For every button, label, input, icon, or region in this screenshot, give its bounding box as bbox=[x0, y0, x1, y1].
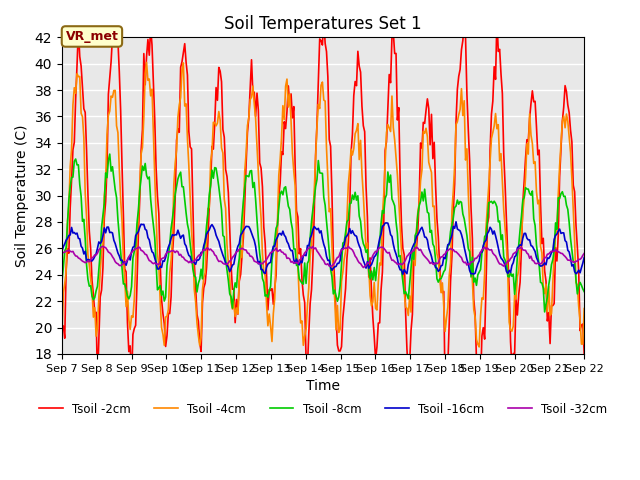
Tsoil -16cm bbox=[327, 264, 335, 270]
Tsoil -32cm bbox=[92, 252, 100, 258]
Tsoil -32cm bbox=[360, 264, 367, 270]
Tsoil -32cm bbox=[58, 250, 66, 256]
Tsoil -4cm bbox=[579, 341, 587, 347]
Tsoil -32cm bbox=[344, 243, 352, 249]
Tsoil -8cm bbox=[92, 288, 100, 294]
Tsoil -4cm bbox=[511, 292, 518, 298]
Tsoil -16cm bbox=[92, 251, 100, 257]
Tsoil -2cm bbox=[111, 13, 119, 19]
Tsoil -16cm bbox=[58, 248, 66, 254]
Tsoil -2cm bbox=[328, 192, 336, 197]
Text: VR_met: VR_met bbox=[65, 30, 118, 43]
Tsoil -8cm bbox=[580, 288, 588, 294]
Tsoil -32cm bbox=[327, 264, 335, 269]
Tsoil -32cm bbox=[433, 261, 441, 267]
Y-axis label: Soil Temperature (C): Soil Temperature (C) bbox=[15, 124, 29, 267]
Tsoil -4cm bbox=[143, 60, 150, 65]
Tsoil -2cm bbox=[58, 322, 66, 328]
Title: Soil Temperatures Set 1: Soil Temperatures Set 1 bbox=[224, 15, 422, 33]
Tsoil -2cm bbox=[579, 321, 587, 327]
Tsoil -2cm bbox=[76, 54, 84, 60]
Tsoil -32cm bbox=[580, 251, 588, 256]
Line: Tsoil -8cm: Tsoil -8cm bbox=[62, 154, 584, 312]
Tsoil -8cm bbox=[541, 309, 548, 315]
Legend: Tsoil -2cm, Tsoil -4cm, Tsoil -8cm, Tsoil -16cm, Tsoil -32cm: Tsoil -2cm, Tsoil -4cm, Tsoil -8cm, Tsoi… bbox=[35, 398, 612, 420]
Tsoil -4cm bbox=[76, 73, 84, 79]
Tsoil -2cm bbox=[441, 388, 449, 394]
Tsoil -8cm bbox=[509, 271, 517, 277]
Line: Tsoil -4cm: Tsoil -4cm bbox=[62, 62, 584, 347]
Tsoil -32cm bbox=[76, 256, 84, 262]
Tsoil -4cm bbox=[58, 330, 66, 336]
Line: Tsoil -16cm: Tsoil -16cm bbox=[62, 222, 584, 274]
Tsoil -32cm bbox=[579, 252, 587, 258]
Tsoil -8cm bbox=[432, 257, 440, 263]
Tsoil -16cm bbox=[579, 260, 587, 266]
Tsoil -8cm bbox=[58, 278, 66, 284]
X-axis label: Time: Time bbox=[306, 379, 340, 393]
Line: Tsoil -2cm: Tsoil -2cm bbox=[62, 16, 584, 391]
Tsoil -16cm bbox=[580, 254, 588, 260]
Tsoil -8cm bbox=[579, 286, 587, 292]
Tsoil -4cm bbox=[328, 243, 336, 249]
Tsoil -8cm bbox=[106, 151, 113, 157]
Tsoil -2cm bbox=[432, 183, 440, 189]
Tsoil -16cm bbox=[452, 219, 460, 225]
Tsoil -2cm bbox=[511, 350, 518, 356]
Tsoil -8cm bbox=[76, 182, 84, 188]
Tsoil -8cm bbox=[328, 274, 336, 280]
Tsoil -16cm bbox=[511, 254, 518, 260]
Tsoil -4cm bbox=[580, 306, 588, 312]
Tsoil -16cm bbox=[399, 271, 406, 277]
Tsoil -2cm bbox=[92, 309, 100, 315]
Tsoil -4cm bbox=[476, 344, 483, 350]
Tsoil -4cm bbox=[92, 333, 100, 339]
Tsoil -4cm bbox=[432, 231, 440, 237]
Tsoil -2cm bbox=[580, 350, 588, 356]
Tsoil -32cm bbox=[511, 250, 518, 256]
Tsoil -16cm bbox=[432, 264, 440, 270]
Line: Tsoil -32cm: Tsoil -32cm bbox=[62, 246, 584, 267]
Tsoil -16cm bbox=[76, 236, 84, 241]
